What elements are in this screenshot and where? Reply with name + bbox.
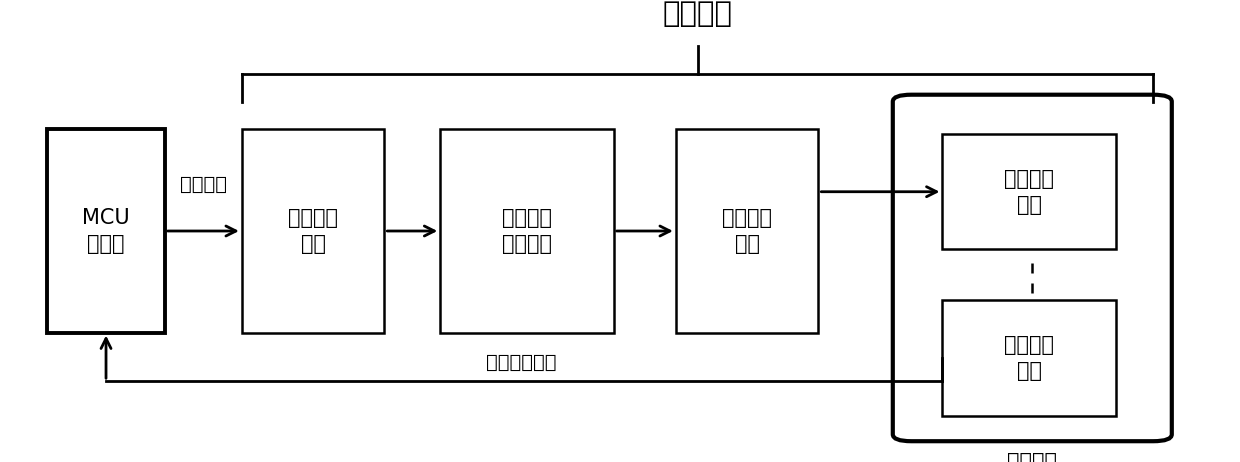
Bar [47, 129, 165, 333]
Text: 上电保护
电路: 上电保护 电路 [288, 208, 339, 254]
Text: 脉冲序列: 脉冲序列 [180, 175, 227, 195]
Bar [440, 129, 614, 333]
Bar [242, 129, 384, 333]
Text: 过流保护信号: 过流保护信号 [486, 353, 556, 372]
Bar [942, 134, 1116, 249]
Bar [942, 300, 1116, 416]
FancyBboxPatch shape [893, 95, 1172, 441]
Text: 封波时序
保护电路: 封波时序 保护电路 [502, 208, 552, 254]
Text: 逻辑互锁
电路: 逻辑互锁 电路 [722, 208, 773, 254]
Text: 驱动电路: 驱动电路 [662, 0, 733, 28]
Text: MCU
控制板: MCU 控制板 [82, 208, 130, 254]
Text: 光电耦合
电路: 光电耦合 电路 [1004, 169, 1054, 215]
Text: 驱动光耦: 驱动光耦 [1007, 452, 1058, 462]
Text: 过流保护
电路: 过流保护 电路 [1004, 335, 1054, 381]
Bar [676, 129, 818, 333]
